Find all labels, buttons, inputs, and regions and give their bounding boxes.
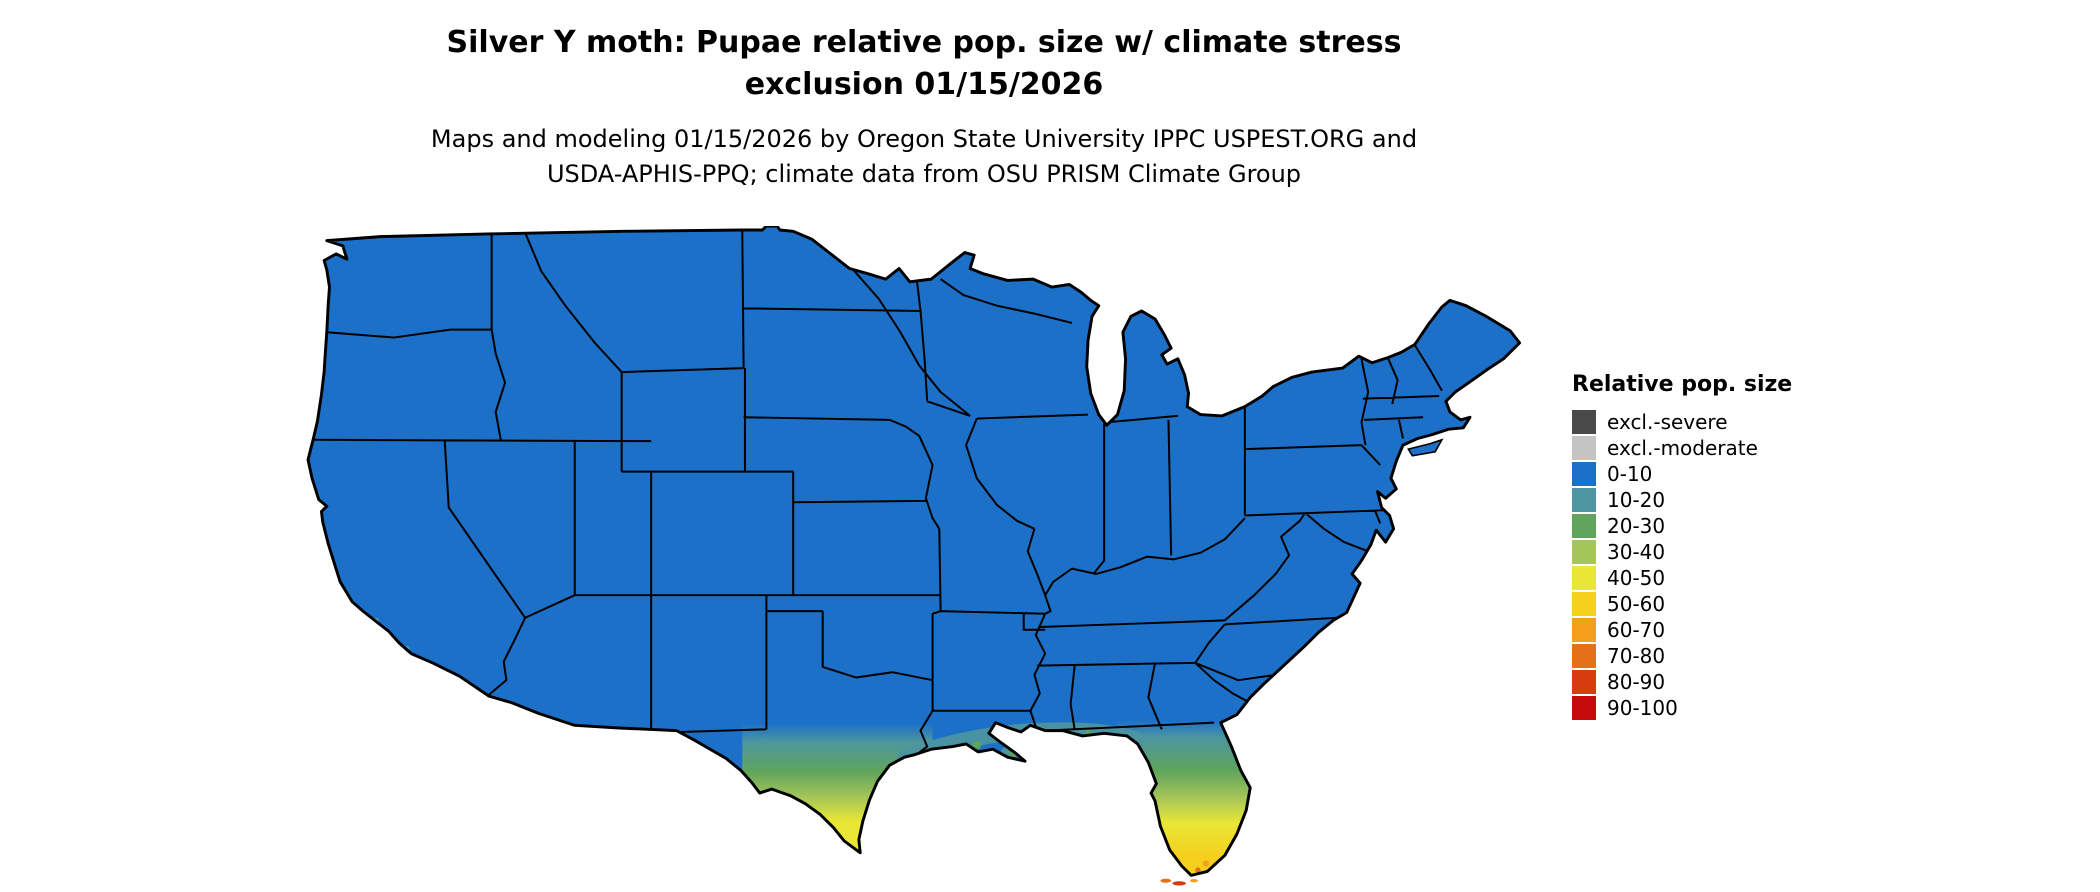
us-map [300, 226, 1533, 890]
us-land-fill [308, 226, 1520, 876]
legend-swatch [1572, 462, 1596, 486]
legend-item: 0-10 [1572, 461, 1792, 487]
legend-label: 80-90 [1607, 670, 1666, 694]
legend-label: 0-10 [1607, 462, 1653, 486]
legend-item: 50-60 [1572, 591, 1792, 617]
map-title-line1: Silver Y moth: Pupae relative pop. size … [446, 25, 1402, 60]
legend-label: 60-70 [1607, 618, 1666, 642]
legend-swatch [1572, 670, 1596, 694]
legend-label: 30-40 [1607, 540, 1666, 564]
legend-item: 30-40 [1572, 539, 1792, 565]
map-subtitle-line2: USDA-APHIS-PPQ; climate data from OSU PR… [546, 159, 1302, 188]
header: Silver Y moth: Pupae relative pop. size … [0, 22, 1848, 192]
state-borders [313, 231, 1443, 760]
legend-label: excl.-severe [1607, 410, 1728, 434]
legend-item: 20-30 [1572, 513, 1792, 539]
legend-label: 20-30 [1607, 514, 1666, 538]
legend-title: Relative pop. size [1572, 372, 1793, 397]
legend-item: excl.-moderate [1572, 435, 1792, 461]
legend-label: 70-80 [1607, 644, 1666, 668]
legend-label: excl.-moderate [1607, 436, 1758, 460]
us-map-svg [306, 226, 1522, 886]
legend-swatch [1572, 566, 1596, 590]
legend-swatch [1572, 592, 1596, 616]
legend-label: 10-20 [1607, 488, 1666, 512]
legend-swatch [1572, 644, 1596, 668]
legend-item: 10-20 [1572, 487, 1792, 513]
legend-item: 60-70 [1572, 617, 1792, 643]
florida-keys [1160, 878, 1198, 886]
legend-label: 40-50 [1607, 566, 1666, 590]
legend-swatch [1572, 540, 1596, 564]
legend-swatch [1572, 436, 1596, 460]
legend-item: excl.-severe [1572, 409, 1792, 435]
legend-swatch [1572, 410, 1596, 434]
map-subtitle-line1: Maps and modeling 01/15/2026 by Oregon S… [430, 125, 1418, 153]
legend-item: 90-100 [1572, 695, 1792, 721]
map-subtitle: Maps and modeling 01/15/2026 by Oregon S… [0, 122, 1848, 192]
legend-item: 80-90 [1572, 669, 1792, 695]
map-title-line2: exclusion 01/15/2026 [744, 67, 1104, 102]
legend-item: 40-50 [1572, 565, 1792, 591]
legend-swatch [1572, 618, 1596, 642]
legend-label: 90-100 [1607, 696, 1678, 720]
map-title: Silver Y moth: Pupae relative pop. size … [0, 22, 1848, 106]
legend-item: 70-80 [1572, 643, 1792, 669]
long-island [1407, 438, 1444, 457]
legend: Relative pop. size excl.-severe excl.-mod… [1572, 372, 1792, 721]
legend-label: 50-60 [1607, 592, 1666, 616]
legend-swatch [1572, 514, 1596, 538]
legend-list: excl.-severe excl.-moderate 0-10 10-20 20-30… [1572, 409, 1792, 721]
legend-swatch [1572, 488, 1596, 512]
legend-swatch [1572, 696, 1596, 720]
